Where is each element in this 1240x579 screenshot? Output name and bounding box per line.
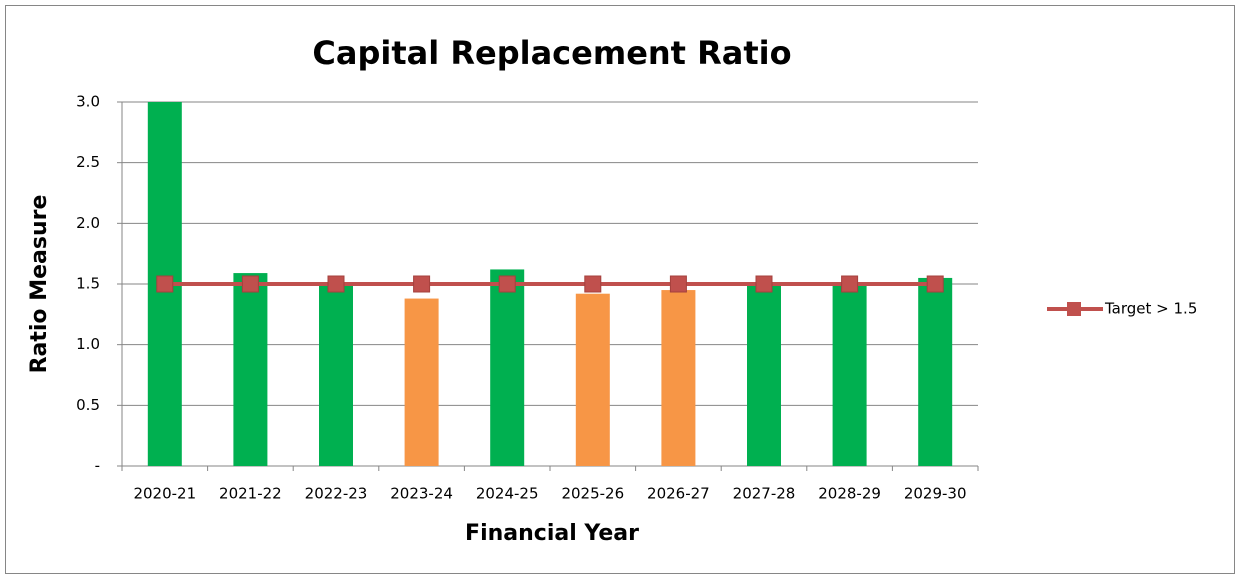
bar xyxy=(918,277,953,466)
legend-label: Target > 1.5 xyxy=(1104,300,1197,318)
bar xyxy=(233,273,268,466)
bar xyxy=(832,284,867,466)
y-tick-label: 3.0 xyxy=(76,93,100,111)
y-tick-label: 1.5 xyxy=(76,275,100,293)
x-tick-label: 2026-27 xyxy=(647,485,710,503)
x-tick-label: 2027-28 xyxy=(733,485,796,503)
y-tick-label: 2.5 xyxy=(76,153,100,171)
bar xyxy=(404,298,439,466)
marker xyxy=(755,275,773,293)
bar xyxy=(319,284,353,466)
x-tick-label: 2020-21 xyxy=(133,485,196,503)
marker xyxy=(584,275,602,293)
x-tick-label: 2021-22 xyxy=(219,485,282,503)
marker xyxy=(669,275,687,293)
x-tick-label: 2024-25 xyxy=(476,485,539,503)
marker xyxy=(241,275,259,293)
y-tick-label: 0.5 xyxy=(76,396,100,414)
bar xyxy=(747,284,781,466)
y-tick-label: 2.0 xyxy=(76,214,100,232)
bar xyxy=(575,293,610,466)
marker xyxy=(498,275,516,293)
x-axis-label: Financial Year xyxy=(465,521,639,546)
marker xyxy=(413,275,431,293)
legend-marker xyxy=(1067,302,1081,316)
y-tick-label: - xyxy=(95,457,100,475)
x-tick-label: 2022-23 xyxy=(305,485,368,503)
marker xyxy=(327,275,345,293)
bar xyxy=(490,269,525,466)
x-tick-label: 2025-26 xyxy=(561,485,624,503)
x-tick-label: 2023-24 xyxy=(390,485,453,503)
marker xyxy=(841,275,859,293)
marker xyxy=(926,275,944,293)
chart-border xyxy=(5,5,1235,574)
y-tick-label: 1.0 xyxy=(76,335,100,353)
bar xyxy=(661,290,696,466)
x-tick-label: 2029-30 xyxy=(904,485,967,503)
x-tick-label: 2028-29 xyxy=(818,485,881,503)
marker xyxy=(156,275,174,293)
chart-title: Capital Replacement Ratio xyxy=(312,34,791,72)
y-axis-label: Ratio Measure xyxy=(27,195,52,374)
